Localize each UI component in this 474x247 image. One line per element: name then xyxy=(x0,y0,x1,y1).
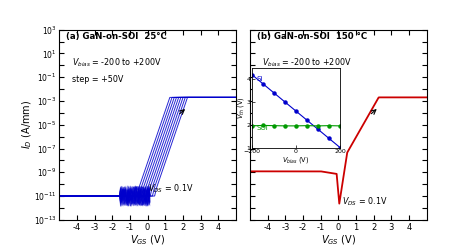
Text: step = +50V: step = +50V xyxy=(262,75,314,84)
Text: $V_{bias}$ = -200 to +200V: $V_{bias}$ = -200 to +200V xyxy=(72,56,161,69)
Text: (a) GaN-on-SOI  25°C: (a) GaN-on-SOI 25°C xyxy=(66,32,167,41)
Y-axis label: $I_D$ (A/mm): $I_D$ (A/mm) xyxy=(20,100,34,149)
Text: step = +50V: step = +50V xyxy=(72,75,123,84)
X-axis label: $V_{GS}$ (V): $V_{GS}$ (V) xyxy=(321,233,356,247)
Text: (b) GaN-on-SOI  150 °C: (b) GaN-on-SOI 150 °C xyxy=(257,32,367,41)
Text: $V_{DS}$ = 0.1V: $V_{DS}$ = 0.1V xyxy=(342,196,387,208)
X-axis label: $V_{GS}$ (V): $V_{GS}$ (V) xyxy=(130,233,165,247)
Text: $V_{DS}$ = 0.1V: $V_{DS}$ = 0.1V xyxy=(147,183,193,195)
Text: $V_{bias}$ = -200 to +200V: $V_{bias}$ = -200 to +200V xyxy=(262,56,352,69)
